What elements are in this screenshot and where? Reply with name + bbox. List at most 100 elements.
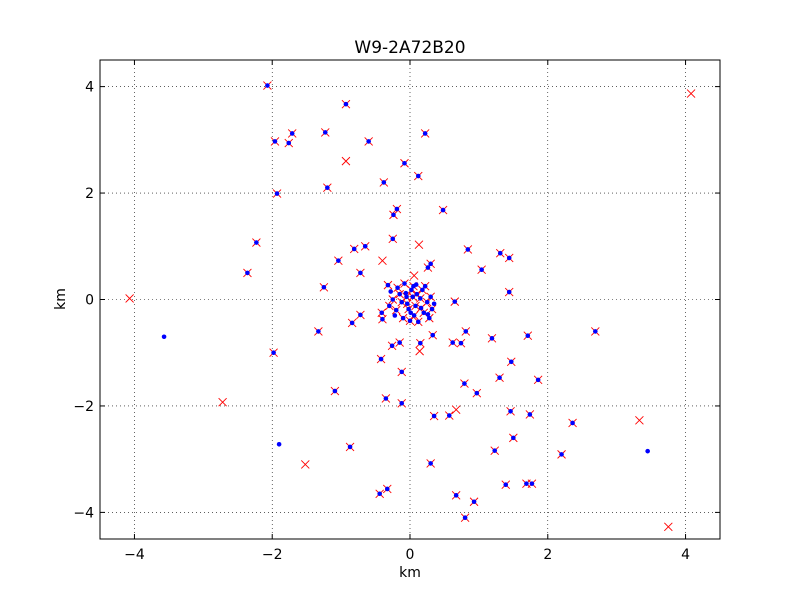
x-marker-point — [635, 415, 644, 425]
y-tick-label: 4 — [85, 80, 94, 96]
dot-marker-point — [347, 444, 353, 450]
dot-marker-point — [421, 310, 427, 316]
dot-marker-point — [161, 334, 167, 340]
dot-marker-point — [420, 287, 425, 293]
dot-marker-point — [404, 294, 409, 300]
dot-marker-point — [316, 329, 321, 334]
dot-marker-point — [511, 435, 516, 441]
dot-marker-point — [497, 250, 503, 256]
dot-marker-point — [254, 240, 259, 245]
y-tick-label: −2 — [73, 399, 94, 415]
dot-marker-point — [387, 303, 392, 309]
x-tick-label: −2 — [262, 547, 283, 563]
dot-marker-point — [393, 307, 399, 313]
dot-marker-point — [402, 160, 407, 166]
y-tick-label: 0 — [85, 293, 94, 309]
dot-marker-point — [336, 258, 341, 263]
dot-marker-point — [390, 297, 396, 302]
dot-marker-point — [506, 255, 512, 261]
dot-marker-point — [426, 315, 432, 321]
dot-marker-point — [474, 390, 480, 396]
dot-marker-point — [462, 515, 468, 521]
dot-marker-point — [452, 299, 458, 304]
dot-marker-point — [397, 291, 402, 297]
dot-marker-point — [271, 350, 276, 356]
dot-marker-point — [527, 412, 533, 417]
dot-marker-point — [450, 340, 456, 345]
dot-marker-point — [377, 491, 382, 497]
dot-marker-point — [384, 486, 390, 492]
chart-title: W9-2A72B20 — [354, 38, 465, 58]
dot-marker-point — [431, 301, 437, 307]
dot-marker-point — [392, 313, 398, 318]
dot-marker-point — [428, 294, 433, 300]
dot-marker-point — [407, 318, 413, 324]
dot-marker-point — [593, 329, 598, 334]
dot-marker-point — [458, 340, 464, 346]
dot-marker-point — [645, 448, 650, 454]
dot-marker-point — [410, 294, 416, 300]
dot-marker-point — [381, 180, 387, 185]
dot-marker-point — [431, 413, 437, 419]
dot-marker-point — [409, 287, 414, 293]
dot-marker-point — [418, 305, 424, 311]
dot-marker-point — [402, 281, 407, 286]
dot-marker-point — [362, 243, 368, 249]
dot-marker-point — [418, 296, 423, 301]
dot-marker-point — [524, 481, 529, 486]
dot-marker-point — [413, 282, 419, 287]
y-axis-label: km — [53, 288, 69, 310]
dot-marker-point — [570, 420, 575, 426]
dot-marker-point — [462, 381, 467, 386]
dot-marker-point — [388, 289, 394, 294]
dot-marker-point — [404, 301, 410, 307]
dot-marker-point — [332, 388, 338, 394]
grid-lines — [100, 60, 720, 539]
x-marker-point — [300, 460, 310, 469]
dot-marker-point — [422, 283, 428, 289]
dot-marker-point — [383, 396, 389, 401]
dot-marker-point — [394, 206, 400, 212]
dot-marker-point — [389, 343, 395, 349]
dot-marker-point — [506, 289, 512, 295]
dot-marker-point — [351, 246, 357, 252]
dot-marker-point — [508, 359, 514, 365]
x-tick-label: 0 — [406, 547, 415, 563]
axis-ticks: −4 −2 0 2 4 −4 −2 0 2 4 — [73, 60, 720, 563]
x-marker-point — [409, 271, 419, 280]
dot-marker-point — [430, 332, 436, 338]
dot-marker-point — [289, 131, 295, 136]
x-marker-point — [415, 346, 424, 356]
dot-marker-point — [492, 448, 498, 453]
dot-marker-point — [403, 290, 409, 296]
dot-marker-point — [525, 333, 531, 338]
dot-marker-point — [425, 265, 431, 270]
dot-marker-point — [413, 303, 418, 309]
x-tick-label: 2 — [543, 547, 552, 563]
dot-marker-point — [453, 493, 459, 498]
dot-marker-point — [529, 481, 535, 486]
dot-marker-point — [276, 441, 282, 447]
dot-marker-point — [265, 83, 270, 88]
dot-marker-point — [322, 130, 328, 135]
dot-marker-point — [400, 315, 406, 321]
dot-marker-point — [428, 461, 433, 466]
dot-marker-point — [406, 306, 411, 312]
dot-marker-point — [497, 375, 502, 381]
dot-marker-point — [446, 413, 452, 418]
dot-marker-point — [286, 140, 292, 146]
dot-marker-point — [325, 185, 330, 191]
dot-marker-point — [463, 329, 469, 334]
dot-marker-point — [503, 482, 509, 488]
x-marker-point — [378, 256, 387, 265]
dot-marker-point — [378, 356, 384, 362]
dot-marker-point — [479, 267, 484, 272]
x-axis-label: km — [399, 565, 421, 581]
dot-marker-point — [535, 377, 541, 383]
dot-marker-point — [274, 191, 280, 196]
dot-marker-point — [397, 340, 402, 345]
x-tick-label: −4 — [124, 547, 145, 563]
dot-marker-point — [559, 452, 564, 457]
dot-marker-point — [471, 499, 477, 505]
